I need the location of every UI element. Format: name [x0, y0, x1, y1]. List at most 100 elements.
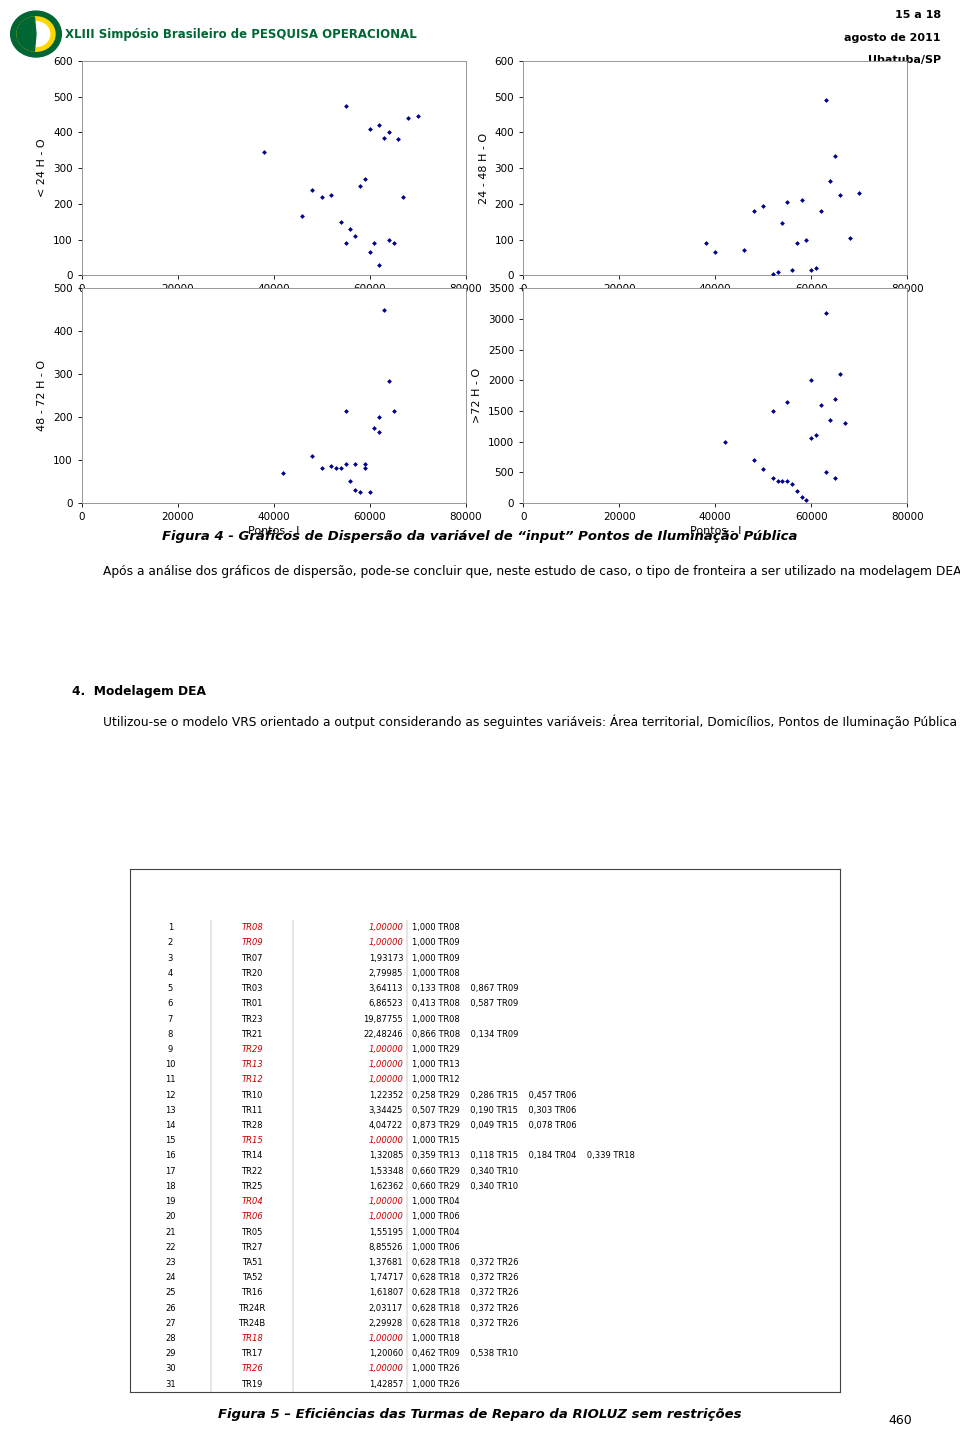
- Point: [352, 174, 368, 197]
- Point: [376, 126, 392, 149]
- Point: [756, 194, 771, 217]
- Text: 1,62362: 1,62362: [369, 1182, 403, 1191]
- Text: 1,000 TR13: 1,000 TR13: [413, 1061, 460, 1069]
- Point: [362, 241, 377, 264]
- Text: 3,64113: 3,64113: [369, 984, 403, 993]
- Text: 1,74717: 1,74717: [369, 1274, 403, 1282]
- Text: 22: 22: [165, 1243, 176, 1252]
- Point: [348, 225, 363, 248]
- Text: 1,000 TR29: 1,000 TR29: [413, 1045, 460, 1053]
- Point: [314, 185, 329, 209]
- Text: 1,000 TR04: 1,000 TR04: [413, 1197, 460, 1206]
- Text: TR12: TR12: [241, 1075, 263, 1084]
- Text: TR05: TR05: [242, 1227, 263, 1236]
- Text: 6,86523: 6,86523: [369, 1000, 403, 1009]
- Text: TR22: TR22: [242, 1166, 263, 1175]
- Text: 0,133 TR08    0,867 TR09: 0,133 TR08 0,867 TR09: [413, 984, 518, 993]
- Point: [784, 472, 800, 496]
- Text: TR07: TR07: [241, 953, 263, 962]
- Point: [775, 212, 790, 235]
- Text: 0,413 TR08    0,587 TR09: 0,413 TR08 0,587 TR09: [413, 1000, 518, 1009]
- Point: [823, 170, 838, 193]
- Text: 8,85526: 8,85526: [369, 1243, 403, 1252]
- Y-axis label: >72 H - O: >72 H - O: [472, 368, 482, 423]
- Text: Output-Oriented: Output-Oriented: [311, 874, 389, 884]
- Point: [362, 481, 377, 504]
- Text: 11: 11: [165, 1075, 176, 1084]
- Point: [775, 469, 790, 493]
- Text: Após a análise dos gráficos de dispersão, pode-se concluir que, neste estudo de : Após a análise dos gráficos de dispersão…: [72, 565, 960, 578]
- Point: [357, 167, 372, 190]
- Point: [348, 452, 363, 475]
- Text: 1,000 TR09: 1,000 TR09: [413, 939, 460, 948]
- Point: [736, 239, 752, 262]
- Text: 31: 31: [165, 1379, 176, 1388]
- Text: 1,00000: 1,00000: [369, 1213, 403, 1222]
- Point: [813, 200, 828, 223]
- Point: [381, 120, 396, 143]
- Text: 1,20060: 1,20060: [369, 1349, 403, 1358]
- Point: [828, 143, 843, 167]
- Text: 9: 9: [168, 1045, 173, 1053]
- Point: [818, 301, 833, 325]
- Text: 1,000 TR08: 1,000 TR08: [413, 923, 460, 932]
- Point: [338, 452, 353, 475]
- Text: 1,32085: 1,32085: [369, 1152, 403, 1161]
- Point: [410, 104, 425, 128]
- Text: TR28: TR28: [241, 1122, 263, 1130]
- Point: [381, 369, 396, 393]
- Text: 0,628 TR18    0,372 TR26: 0,628 TR18 0,372 TR26: [413, 1274, 518, 1282]
- Point: [746, 448, 761, 471]
- Text: TR21: TR21: [242, 1030, 263, 1039]
- Text: 1,61807: 1,61807: [369, 1288, 403, 1297]
- Text: 15: 15: [165, 1136, 176, 1145]
- Point: [343, 217, 358, 241]
- Point: [357, 452, 372, 475]
- Point: [333, 210, 348, 233]
- Circle shape: [22, 22, 50, 46]
- Text: 5: 5: [168, 984, 173, 993]
- Text: TR19: TR19: [242, 1379, 263, 1388]
- Text: 0,866 TR08    0,134 TR09: 0,866 TR08 0,134 TR09: [413, 1030, 518, 1039]
- Point: [765, 467, 780, 490]
- Point: [808, 423, 824, 446]
- Point: [804, 427, 819, 451]
- Point: [765, 262, 780, 285]
- Point: [828, 387, 843, 410]
- Text: 19: 19: [165, 1197, 176, 1206]
- X-axis label: Pontos - I: Pontos - I: [689, 298, 741, 309]
- Y-axis label: < 24 H - O: < 24 H - O: [37, 139, 47, 197]
- Point: [794, 485, 809, 509]
- Text: 0,660 TR29    0,340 TR10: 0,660 TR29 0,340 TR10: [413, 1182, 518, 1191]
- Text: 8: 8: [168, 1030, 173, 1039]
- Text: 2: 2: [168, 939, 173, 948]
- Text: Figura 5 – Eficiências das Turmas de Reparo da RIOLUZ sem restrições: Figura 5 – Eficiências das Turmas de Rep…: [218, 1408, 742, 1421]
- Circle shape: [17, 17, 55, 51]
- Point: [828, 467, 843, 490]
- Text: TA52: TA52: [242, 1274, 262, 1282]
- Text: 1,22352: 1,22352: [369, 1091, 403, 1100]
- Text: Utilizou-se o modelo VRS orientado a output considerando as seguintes variáveis:: Utilizou-se o modelo VRS orientado a out…: [72, 714, 960, 729]
- Text: 21: 21: [165, 1227, 176, 1236]
- Text: TR20: TR20: [242, 969, 263, 978]
- Point: [372, 113, 387, 136]
- Text: TR23: TR23: [241, 1014, 263, 1023]
- Text: 16: 16: [165, 1152, 176, 1161]
- Point: [338, 94, 353, 117]
- Text: 10: 10: [165, 1061, 176, 1069]
- Text: TR04: TR04: [241, 1197, 263, 1206]
- Text: 1,000 TR26: 1,000 TR26: [413, 1365, 460, 1374]
- Point: [852, 181, 867, 204]
- Text: 1,37681: 1,37681: [369, 1258, 403, 1266]
- Point: [832, 362, 848, 385]
- Point: [780, 469, 795, 493]
- Text: TR08: TR08: [241, 923, 263, 932]
- Text: 1,93173: 1,93173: [369, 953, 403, 962]
- Point: [823, 409, 838, 432]
- Text: 22,48246: 22,48246: [364, 1030, 403, 1039]
- Point: [804, 368, 819, 391]
- Point: [756, 458, 771, 481]
- Text: TR06: TR06: [241, 1213, 263, 1222]
- Text: 1,00000: 1,00000: [369, 1075, 403, 1084]
- Text: 23: 23: [165, 1258, 176, 1266]
